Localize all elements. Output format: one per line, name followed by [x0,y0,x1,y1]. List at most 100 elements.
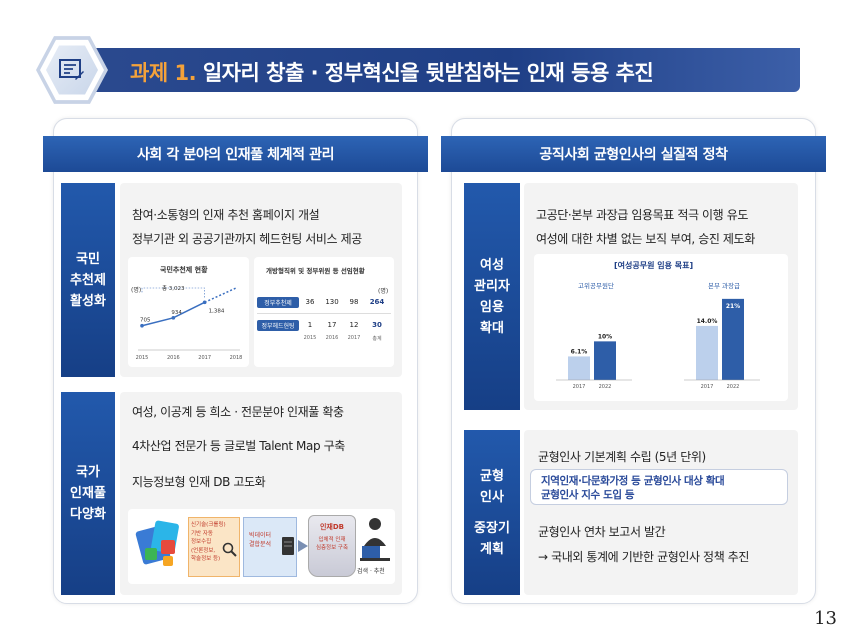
table-row: 정부추천제 36 130 98 264 [257,294,391,310]
label-line: 관리자 [474,278,510,294]
flow-step2-line: 결합분석 [249,541,272,548]
label-line: 균형 [480,468,504,484]
label-balanced-hr-plan: 균형 인사 중장기 계획 [464,430,520,595]
label-line: 인재풀 [70,486,106,501]
user-computer-icon [360,518,390,561]
row-label: 정부추천제 [257,296,299,308]
label-line: 다양화 [70,507,106,522]
data-point [140,323,144,328]
bullet-line: 균형인사 연차 보고서 발간 [538,525,666,539]
appointment-table: 정부추천제 36 130 98 264 정부헤드헌팅 1 17 12 30 20… [257,294,391,345]
arrow-right-icon [298,540,308,552]
table-cell: 1 [307,321,313,329]
label-line: 활성화 [70,293,106,309]
x-tick-label: 2022 [599,384,612,390]
server-icon [282,537,294,555]
table-col-header: 총계 [372,336,382,342]
annotation-bracket [141,287,205,299]
social-media-icon [135,520,179,566]
table-cell: 130 [325,298,339,306]
bullet-line: 균형인사 기본계획 수립 (5년 단위) [538,450,706,464]
table-cell-total: 264 [369,298,385,306]
data-point [171,316,176,320]
flow-step2-line: 빅데이터 [249,532,272,539]
label-line: 국가 [76,465,100,480]
bar-value-label: 21% [726,303,740,310]
group-title: 고위공무원단 [578,281,614,290]
label-line: 중장기 [474,520,510,536]
row-label: 정부헤드헌팅 [257,319,299,331]
data-label: 1,384 [209,308,225,314]
x-tick-label: 2017 [701,384,714,390]
flow-step3-line: 입체적 인재 [318,537,346,543]
page-title: 과제 1. 일자리 창출 · 정부혁신을 뒷받침하는 인재 등용 추진 [130,57,654,87]
bar [696,325,718,380]
table-cell: 98 [349,298,359,306]
flow-step1-line: (언론정보, [191,547,216,554]
annotation-label: 총 3,023 [162,284,185,292]
x-tick-label: 2022 [727,384,740,390]
flow-step1-line: 정보수집 [191,539,212,545]
x-tick-label: 2017 [198,355,211,361]
table-cell: 36 [305,298,315,306]
bullet-line: 4차산업 전문가 등 글로벌 Talent Map 구축 [132,439,345,453]
bar-value-label: 6.1% [571,348,588,355]
document-edit-icon [59,59,84,80]
title-bar [70,48,800,92]
table-title: 개방형직위 및 정부위원 등 선임현황 [266,267,365,275]
bullet-line: 지능정보형 인재 DB 고도화 [132,475,266,489]
magnifier-icon [222,542,237,557]
label-citizen-recommendation: 국민 추천제 활성화 [61,183,115,377]
x-tick-label: 2017 [573,384,586,390]
bullet-line: 여성, 이공계 등 희소 · 전문분야 인재풀 확충 [132,405,344,419]
bullet-line: 여성에 대한 차별 없는 보직 부여, 승진 제도화 [536,232,755,246]
label-national-talent-pool: 국가 인재풀 다양화 [61,392,115,595]
box-line: 지역인재·다문화가정 등 균형인사 대상 확대 [541,475,725,487]
bar [594,341,616,380]
label-women-managers: 여성 관리자 임용 확대 [464,183,520,410]
right-panel-header: 공직사회 균형인사의 실질적 정착 [441,136,826,172]
table-cell: 12 [349,321,359,329]
label-line: 임용 [480,299,504,315]
bar-value-label: 14.0% [697,318,718,325]
recommendation-chart-card [128,257,249,367]
appointment-table-card [254,257,394,367]
table-cell: 17 [327,321,337,329]
data-point [202,300,207,305]
label-line: 확대 [480,320,504,336]
label-line: 국민 [76,251,100,267]
label-line: 계획 [480,541,504,557]
left-panel-header: 사회 각 분야의 인재풀 체계적 관리 [43,136,428,172]
table-header-row: 2015 2016 2017 총계 [257,335,391,345]
table-col-header: 2017 [347,335,361,341]
projection-line [204,287,237,304]
x-tick-label: 2016 [167,355,180,361]
flow-step1-line: 기반 자동 [191,530,213,537]
chart-title: 국민추천제 현황 [160,266,208,274]
label-line: 여성 [480,257,504,273]
recommendation-line-chart: 2015 2016 2017 2018 705 934 1,384 총 3,023 [136,284,243,361]
flow-step3-title: 인재DB [319,523,345,531]
box-line: 균형인사 지수 도입 등 [541,489,635,501]
target-expansion-box: 지역인재·다문화가정 등 균형인사 대상 확대 균형인사 지수 도입 등 [530,469,788,505]
women-target-chart-title: [여성공무원 임용 목표] [614,261,694,270]
flow-step1-line: 학술정보 등) [191,556,221,562]
data-label: 934 [171,310,182,316]
table-unit: (명) [378,288,389,295]
table-row: 정부헤드헌팅 1 17 12 30 [257,317,391,333]
page-number: 13 [814,608,837,629]
balanced-hr-box [524,430,798,595]
chart-unit: (명) [131,287,142,294]
crawling-step-box: 신기술(크롤링) 기반 자동 정보수집 (언론정보, 학술정보 등) [188,517,240,577]
data-label: 705 [140,318,151,324]
bullet-line: 참여·소통형의 인재 추천 홈페이지 개설 [132,208,320,222]
bullet-line: 정부기관 외 공공기관까지 헤드헌팅 서비스 제공 [132,232,362,246]
bullet-line: 고공단·본부 과장급 임용목표 적극 이행 유도 [536,208,749,222]
bullet-line: → 국내외 통계에 기반한 균형인사 정책 추진 [538,550,750,564]
table-col-header: 2016 [325,335,339,341]
bar [722,298,744,380]
talent-db-cylinder: 인재DB 입체적 인재 심층정보 구축 [308,515,356,577]
table-cell-total: 30 [372,321,382,329]
title-prefix: 과제 1. [130,61,197,85]
bar [568,356,590,380]
